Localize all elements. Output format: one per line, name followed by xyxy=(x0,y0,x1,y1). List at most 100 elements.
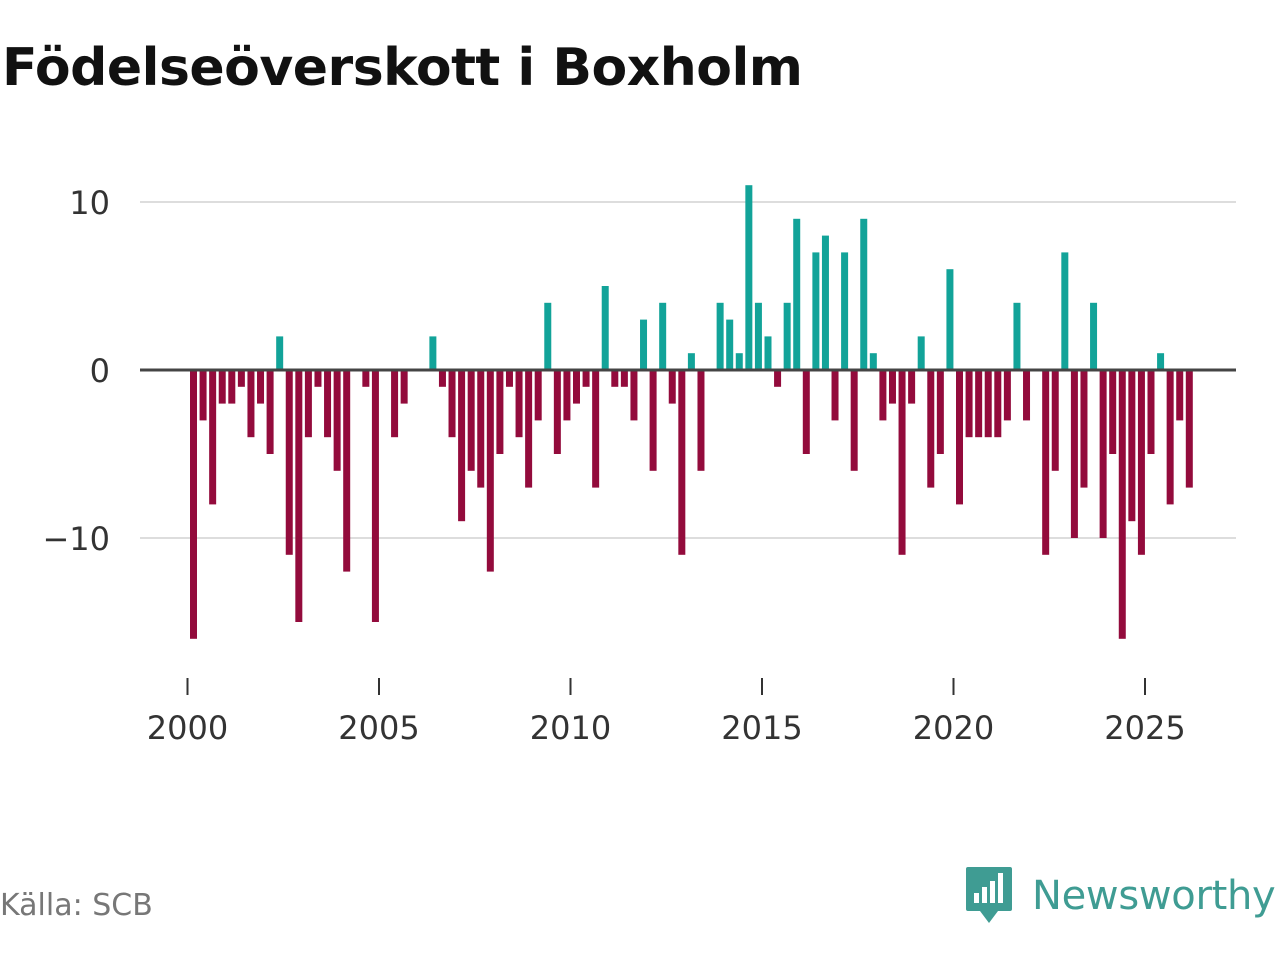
bar xyxy=(544,302,552,370)
bar xyxy=(1023,370,1031,421)
bar xyxy=(754,302,762,370)
bar xyxy=(649,370,657,471)
bar xyxy=(266,370,274,454)
bar xyxy=(659,302,667,370)
x-tick-label: 2015 xyxy=(721,709,802,747)
chart-title: Födelseöverskott i Boxholm xyxy=(2,38,803,98)
x-tick-label: 2025 xyxy=(1104,709,1185,747)
bar xyxy=(582,370,590,387)
y-tick-label: 0 xyxy=(90,352,110,390)
bar xyxy=(1061,252,1069,370)
y-tick-label: −10 xyxy=(42,520,110,558)
bar xyxy=(314,370,322,387)
bar xyxy=(640,319,648,370)
bar xyxy=(1147,370,1155,454)
bar xyxy=(496,370,504,454)
bar xyxy=(735,353,743,370)
x-tick-label: 2020 xyxy=(913,709,994,747)
bar xyxy=(1070,370,1078,538)
bar xyxy=(209,370,217,505)
bar xyxy=(304,370,312,438)
x-tick-label: 2010 xyxy=(530,709,611,747)
bar xyxy=(276,336,284,370)
bar xyxy=(774,370,782,387)
bar xyxy=(716,302,724,370)
brand-logo: Newsworthy xyxy=(964,864,1276,928)
bar xyxy=(486,370,494,572)
bar xyxy=(295,370,303,622)
bar xyxy=(1080,370,1088,488)
bar xyxy=(898,370,906,555)
bar xyxy=(812,252,820,370)
bar xyxy=(697,370,705,471)
bar xyxy=(371,370,379,622)
bar xyxy=(1157,353,1165,370)
bar xyxy=(285,370,293,555)
bar xyxy=(448,370,456,438)
bar xyxy=(965,370,973,438)
bar xyxy=(438,370,446,387)
bar xyxy=(793,218,801,370)
bar xyxy=(831,370,839,421)
bar xyxy=(1099,370,1107,538)
bar xyxy=(630,370,638,421)
bar xyxy=(994,370,1002,438)
bar xyxy=(218,370,226,404)
bar xyxy=(362,370,370,387)
bar xyxy=(467,370,475,471)
bar xyxy=(553,370,561,454)
bar xyxy=(783,302,791,370)
bar xyxy=(400,370,408,404)
bar xyxy=(611,370,619,387)
bar-chart: −10 0 10 2000 2005 2010 2015 2020 2025 xyxy=(42,184,1236,747)
bar xyxy=(764,336,772,370)
bar xyxy=(908,370,916,404)
bar xyxy=(841,252,849,370)
bar xyxy=(1003,370,1011,421)
bar xyxy=(687,353,695,370)
bar xyxy=(869,353,877,370)
bar xyxy=(247,370,255,438)
bar xyxy=(1042,370,1050,555)
bar xyxy=(975,370,983,438)
bar xyxy=(592,370,600,488)
bar xyxy=(927,370,935,488)
bar xyxy=(1013,302,1021,370)
bar xyxy=(620,370,628,387)
bar xyxy=(821,235,829,370)
x-tick-label: 2000 xyxy=(147,709,228,747)
bar xyxy=(343,370,351,572)
bar xyxy=(1137,370,1145,555)
bar xyxy=(956,370,963,505)
bar xyxy=(515,370,523,438)
bar xyxy=(601,286,609,370)
newsworthy-logo-icon xyxy=(966,867,1012,923)
bar xyxy=(525,370,533,488)
bar xyxy=(505,370,513,387)
bar xyxy=(458,370,466,522)
bar xyxy=(228,370,236,404)
bar xyxy=(1090,302,1098,370)
brand-name: Newsworthy xyxy=(1032,873,1276,919)
bar xyxy=(860,218,868,370)
bar xyxy=(678,370,686,555)
bar xyxy=(237,370,245,387)
bar xyxy=(888,370,896,404)
bar xyxy=(190,370,197,639)
bar xyxy=(745,185,753,370)
bar xyxy=(563,370,571,421)
bar xyxy=(984,370,992,438)
source-note: Källa: SCB xyxy=(0,888,153,923)
bar xyxy=(1051,370,1059,471)
y-tick-label: 10 xyxy=(69,184,110,222)
bar xyxy=(1118,370,1126,639)
bar xyxy=(333,370,341,471)
bar xyxy=(726,319,734,370)
bar xyxy=(1185,370,1193,488)
bar xyxy=(429,336,437,370)
x-tick-label: 2005 xyxy=(338,709,419,747)
bar xyxy=(391,370,399,438)
bar xyxy=(1128,370,1136,522)
bar xyxy=(1176,370,1184,421)
